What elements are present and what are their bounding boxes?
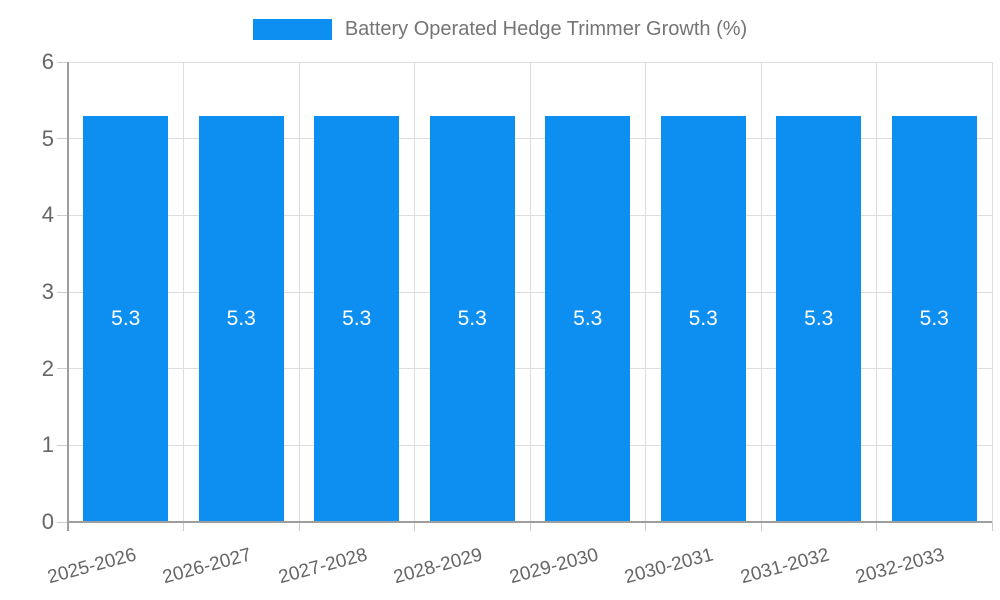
bar-value-label: 5.3	[573, 306, 603, 330]
x-gridline	[645, 62, 646, 522]
y-axis-label: 2	[41, 355, 54, 381]
x-tick	[645, 522, 646, 531]
bar[interactable]: 5.3	[83, 115, 169, 522]
bar-value-label: 5.3	[804, 306, 834, 330]
y-tick	[57, 138, 68, 140]
bar-value-label: 5.3	[226, 306, 256, 330]
x-gridline	[529, 62, 531, 522]
bar[interactable]: 5.3	[891, 115, 977, 522]
y-tick	[57, 521, 68, 523]
legend-swatch-icon	[252, 19, 332, 40]
bar-value-label: 5.3	[457, 306, 487, 330]
x-tick	[414, 522, 415, 531]
y-axis-label: 4	[41, 202, 54, 228]
bar[interactable]: 5.3	[660, 115, 746, 522]
x-gridline	[183, 62, 184, 522]
legend-item[interactable]: Battery Operated Hedge Trimmer Growth (%…	[252, 18, 748, 41]
x-tick	[298, 522, 300, 531]
y-axis-line	[67, 62, 69, 531]
y-axis-label: 6	[41, 49, 54, 74]
legend-label: Battery Operated Hedge Trimmer Growth (%…	[344, 18, 748, 40]
x-tick	[760, 522, 762, 531]
bar-value-label: 5.3	[111, 306, 141, 330]
y-tick	[57, 368, 68, 370]
bar[interactable]: 5.3	[545, 115, 631, 522]
y-axis-label: 3	[41, 279, 54, 304]
x-gridline	[414, 62, 415, 522]
y-tick	[57, 214, 68, 216]
x-tick	[991, 522, 993, 531]
y-axis-label: 5	[41, 125, 54, 151]
bar[interactable]: 5.3	[776, 115, 862, 522]
y-tick	[57, 291, 68, 293]
x-gridline	[298, 62, 300, 522]
x-tick	[183, 522, 184, 531]
x-gridline	[991, 62, 993, 522]
bar[interactable]: 5.3	[198, 115, 284, 522]
bar-value-label: 5.3	[688, 306, 718, 330]
x-gridline	[876, 62, 877, 522]
x-tick	[529, 522, 531, 531]
x-axis-line	[68, 521, 992, 523]
bar[interactable]: 5.3	[429, 115, 515, 522]
y-axis-label: 1	[41, 432, 54, 458]
y-axis-label: 0	[41, 509, 54, 534]
bar[interactable]: 5.3	[314, 115, 400, 522]
x-tick	[876, 522, 877, 531]
chart-legend: Battery Operated Hedge Trimmer Growth (%…	[0, 18, 1000, 41]
y-tick	[57, 444, 68, 446]
x-gridline	[760, 62, 762, 522]
bar-value-label: 5.3	[342, 306, 372, 330]
bar-value-label: 5.3	[919, 306, 949, 330]
y-tick	[57, 61, 68, 63]
